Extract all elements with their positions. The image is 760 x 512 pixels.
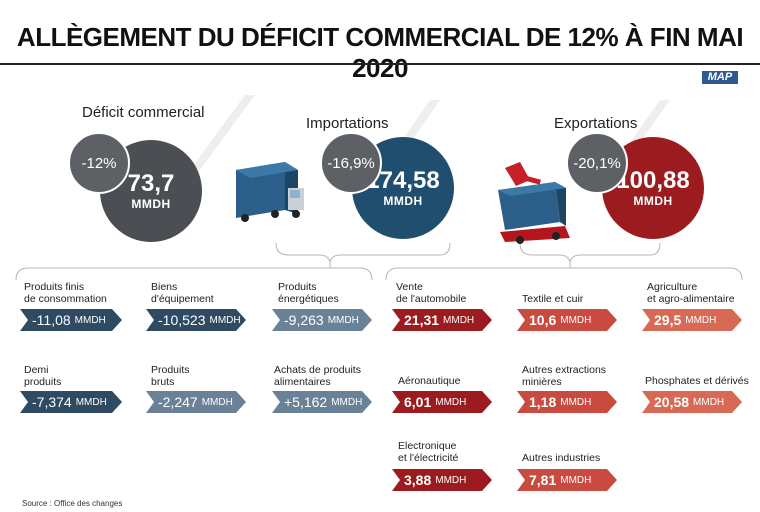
export-item-value: 20,58 MMDH <box>642 391 742 413</box>
import-item-label: Produits finis de consommation <box>24 281 107 305</box>
export-item-label: Autres extractions minières <box>522 364 607 388</box>
deficit-value: 73,7 <box>127 170 175 197</box>
deficit-pct-circle: -12% <box>68 132 130 194</box>
import-item-value: -2,247 MMDH <box>146 391 246 413</box>
exports-value: 100,88 <box>616 167 690 194</box>
export-item-value: 3,88 MMDH <box>392 469 492 491</box>
export-item-label: Electronique et l'électricité <box>398 440 459 464</box>
export-item-value: 6,01 MMDH <box>392 391 492 413</box>
exports-pct: -20,1% <box>573 154 621 172</box>
imports-pct: -16,9% <box>327 154 375 172</box>
import-item-value: -9,263 MMDH <box>272 309 372 331</box>
export-item-value: 7,81 MMDH <box>517 469 617 491</box>
import-item-label: Biens d'équipement <box>151 281 214 305</box>
deficit-pct: -12% <box>81 154 117 172</box>
import-item-label: Demi produits <box>24 364 62 388</box>
light-streak <box>190 95 255 170</box>
export-item-label: Autres industries <box>522 452 601 464</box>
export-item-value: 10,6 MMDH <box>517 309 617 331</box>
deficit-label: Déficit commercial <box>82 104 205 121</box>
export-item-value: 21,31 MMDH <box>392 309 492 331</box>
export-item-label: Agriculture et agro-alimentaire <box>647 281 735 305</box>
import-item-label: Produits bruts <box>151 364 190 388</box>
container-crane-icon <box>498 162 570 244</box>
map-logo: MAP <box>702 71 738 84</box>
page-title: ALLÈGEMENT DU DÉFICIT COMMERCIAL DE 12% … <box>16 22 744 83</box>
exports-unit: MMDH <box>633 194 673 208</box>
container-truck-icon <box>236 162 304 222</box>
import-item-value: -10,523 MMDH <box>146 309 246 331</box>
export-item-label: Vente de l'automobile <box>396 281 467 305</box>
deficit-unit: MMDH <box>131 197 171 211</box>
export-item-label: Textile et cuir <box>522 293 584 305</box>
export-item-label: Phosphates et dérivés <box>645 375 749 387</box>
source-note: Source : Office des changes <box>22 499 123 508</box>
import-item-value: -11,08 MMDH <box>20 309 122 331</box>
imports-unit: MMDH <box>383 194 423 208</box>
export-item-value: 29,5 MMDH <box>642 309 742 331</box>
imports-pct-circle: -16,9% <box>320 132 382 194</box>
export-item-value: 1,18 MMDH <box>517 391 617 413</box>
title-divider <box>0 63 760 65</box>
exports-pct-circle: -20,1% <box>566 132 628 194</box>
imports-label: Importations <box>306 115 389 132</box>
export-item-label: Aéronautique <box>398 375 461 387</box>
import-item-label: Achats de produits alimentaires <box>274 364 361 388</box>
import-item-value: +5,162 MMDH <box>272 391 372 413</box>
import-item-value: -7,374 MMDH <box>20 391 122 413</box>
exports-label: Exportations <box>554 115 638 132</box>
import-item-label: Produits énergétiques <box>278 281 339 305</box>
